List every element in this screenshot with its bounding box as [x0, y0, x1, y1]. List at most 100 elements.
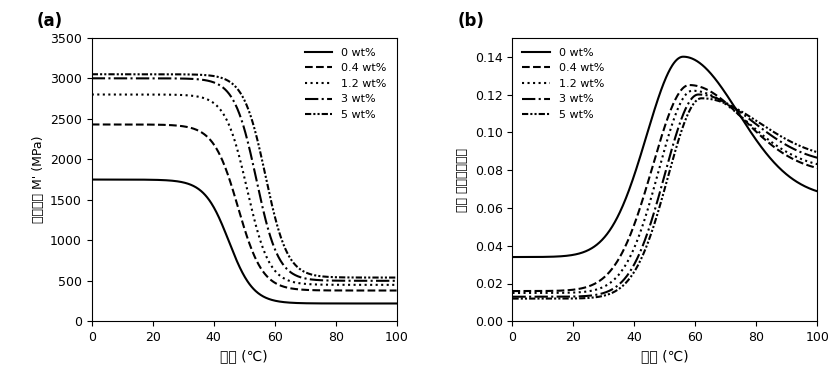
5 wt% — [561, 296, 571, 301]
1.2 wt% — [87, 92, 97, 97]
0 wt% — [646, 121, 656, 125]
0.4 wt% — [290, 287, 300, 291]
3 wt% — [585, 293, 595, 298]
0 wt% — [711, 78, 721, 83]
1.2 wt% — [687, 88, 697, 93]
Legend: 0 wt%, 0.4 wt%, 1.2 wt%, 3 wt%, 5 wt%: 0 wt%, 0.4 wt%, 1.2 wt%, 3 wt%, 5 wt% — [300, 43, 391, 124]
1.2 wt% — [646, 198, 656, 203]
5 wt% — [141, 72, 151, 76]
5 wt% — [165, 72, 175, 77]
0.4 wt% — [224, 178, 234, 182]
0 wt% — [316, 301, 326, 306]
5 wt% — [687, 104, 697, 108]
1.2 wt% — [141, 92, 151, 97]
5 wt% — [290, 263, 300, 267]
3 wt% — [561, 294, 571, 299]
3 wt% — [737, 112, 747, 116]
0 wt% — [224, 241, 234, 246]
0.4 wt% — [392, 288, 402, 293]
0.4 wt% — [737, 116, 747, 121]
5 wt% — [696, 96, 706, 101]
5 wt% — [646, 234, 656, 238]
3 wt% — [646, 222, 656, 226]
0.4 wt% — [711, 93, 721, 98]
3 wt% — [316, 278, 326, 282]
3 wt% — [224, 92, 234, 97]
5 wt% — [585, 296, 595, 300]
1.2 wt% — [737, 116, 747, 120]
0.4 wt% — [266, 278, 276, 283]
0.4 wt% — [87, 122, 97, 127]
1.2 wt% — [290, 280, 300, 285]
Text: (b): (b) — [458, 12, 485, 31]
Line: 0 wt%: 0 wt% — [92, 180, 397, 304]
X-axis label: 温度 (℃): 温度 (℃) — [641, 350, 689, 364]
3 wt% — [392, 279, 402, 283]
0.4 wt% — [316, 288, 326, 293]
1.2 wt% — [224, 124, 234, 129]
0 wt% — [165, 178, 175, 183]
Line: 3 wt%: 3 wt% — [512, 94, 817, 297]
0.4 wt% — [685, 83, 695, 87]
1.2 wt% — [266, 263, 276, 268]
Line: 1.2 wt%: 1.2 wt% — [512, 91, 817, 293]
3 wt% — [694, 92, 704, 97]
0 wt% — [687, 57, 697, 61]
0.4 wt% — [507, 289, 517, 293]
0 wt% — [266, 297, 276, 302]
3 wt% — [687, 96, 697, 100]
0.4 wt% — [561, 288, 571, 293]
0.4 wt% — [646, 172, 656, 176]
Line: 0.4 wt%: 0.4 wt% — [512, 85, 817, 291]
0 wt% — [561, 254, 571, 258]
3 wt% — [711, 96, 721, 101]
0 wt% — [87, 177, 97, 182]
0 wt% — [812, 189, 822, 194]
0.4 wt% — [687, 83, 697, 87]
5 wt% — [737, 110, 747, 115]
Y-axis label: 力学 损耗角正切値: 力学 损耗角正切値 — [456, 147, 470, 212]
0.4 wt% — [141, 122, 151, 127]
0.4 wt% — [812, 166, 822, 170]
Y-axis label: 储能模量 M' (MPa): 储能模量 M' (MPa) — [32, 136, 44, 223]
3 wt% — [266, 237, 276, 242]
0 wt% — [141, 177, 151, 182]
1.2 wt% — [561, 291, 571, 295]
3 wt% — [87, 76, 97, 81]
X-axis label: 温度 (℃): 温度 (℃) — [220, 350, 268, 364]
3 wt% — [507, 294, 517, 299]
Line: 0 wt%: 0 wt% — [512, 57, 817, 257]
5 wt% — [711, 98, 721, 102]
Line: 0.4 wt%: 0.4 wt% — [92, 124, 397, 291]
0 wt% — [737, 117, 747, 122]
Line: 5 wt%: 5 wt% — [512, 98, 817, 299]
0.4 wt% — [585, 283, 595, 288]
1.2 wt% — [585, 289, 595, 293]
0 wt% — [290, 301, 300, 305]
1.2 wt% — [687, 88, 697, 93]
1.2 wt% — [392, 283, 402, 287]
Line: 1.2 wt%: 1.2 wt% — [92, 94, 397, 285]
0.4 wt% — [165, 123, 175, 127]
Line: 5 wt%: 5 wt% — [92, 74, 397, 277]
1.2 wt% — [507, 291, 517, 295]
5 wt% — [224, 79, 234, 84]
Line: 3 wt%: 3 wt% — [92, 78, 397, 281]
5 wt% — [392, 275, 402, 280]
3 wt% — [141, 76, 151, 81]
Legend: 0 wt%, 0.4 wt%, 1.2 wt%, 3 wt%, 5 wt%: 0 wt%, 0.4 wt%, 1.2 wt%, 3 wt%, 5 wt% — [518, 43, 609, 124]
Text: (a): (a) — [37, 12, 63, 31]
5 wt% — [507, 296, 517, 301]
1.2 wt% — [711, 96, 721, 100]
0 wt% — [585, 246, 595, 251]
0 wt% — [392, 301, 402, 306]
5 wt% — [87, 72, 97, 76]
3 wt% — [812, 155, 822, 160]
0 wt% — [507, 255, 517, 259]
0 wt% — [679, 54, 689, 59]
1.2 wt% — [316, 282, 326, 287]
5 wt% — [266, 200, 276, 205]
5 wt% — [812, 150, 822, 155]
1.2 wt% — [165, 92, 175, 97]
3 wt% — [290, 273, 300, 277]
